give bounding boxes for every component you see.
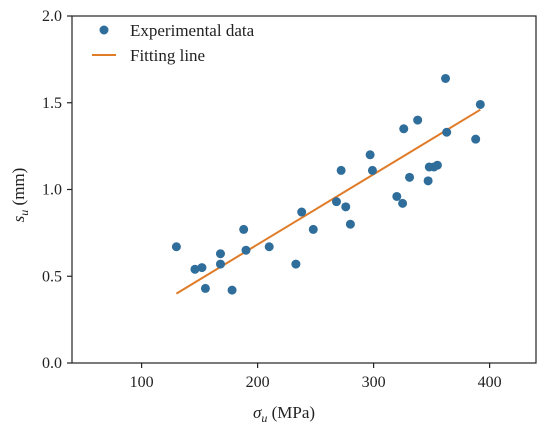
data-point xyxy=(197,263,207,273)
data-point xyxy=(367,165,377,175)
x-tick-label: 200 xyxy=(246,374,270,391)
data-point xyxy=(365,150,375,160)
y-tick-label: 0.5 xyxy=(42,268,62,285)
data-point xyxy=(241,245,251,255)
legend-label-fitting: Fitting line xyxy=(130,46,205,65)
y-tick-label: 1.5 xyxy=(42,95,62,112)
data-point xyxy=(432,160,442,170)
data-point xyxy=(200,283,210,293)
x-axis-subscript: u xyxy=(261,411,267,425)
data-point xyxy=(341,202,351,212)
legend: Experimental data Fitting line xyxy=(92,21,255,65)
data-point xyxy=(398,198,408,208)
data-point xyxy=(264,242,274,252)
x-axis-title: σu (MPa) xyxy=(253,403,315,425)
data-point xyxy=(190,264,200,274)
y-axis-ticks: 0.0 0.5 1.0 1.5 2.0 xyxy=(42,8,72,372)
data-point xyxy=(297,207,307,217)
data-point xyxy=(227,285,237,295)
data-point xyxy=(399,124,409,134)
data-point xyxy=(423,176,433,186)
data-point xyxy=(308,224,318,234)
legend-marker-experimental xyxy=(99,25,109,35)
x-axis-ticks: 100 200 300 400 xyxy=(130,363,502,391)
x-axis-symbol: σ xyxy=(253,403,262,422)
x-tick-label: 400 xyxy=(478,374,502,391)
y-axis-symbol: s xyxy=(9,215,28,222)
data-point xyxy=(239,224,249,234)
data-point xyxy=(471,134,481,144)
data-point xyxy=(442,127,452,137)
data-points-layer xyxy=(171,73,485,295)
data-point xyxy=(405,172,415,182)
y-tick-label: 2.0 xyxy=(42,8,62,25)
data-point xyxy=(215,249,225,259)
data-point xyxy=(215,259,225,269)
fitting-line xyxy=(175,108,481,295)
y-axis-title: su (mm) xyxy=(9,168,31,223)
data-point xyxy=(171,242,181,252)
y-axis-subscript: u xyxy=(17,210,31,216)
y-tick-label: 1.0 xyxy=(42,182,62,199)
y-axis-unit: (mm) xyxy=(9,168,28,210)
y-tick-label: 0.0 xyxy=(42,355,62,372)
x-axis-unit: (MPa) xyxy=(267,403,315,422)
data-point xyxy=(331,197,341,207)
data-point xyxy=(336,165,346,175)
x-tick-label: 100 xyxy=(130,374,154,391)
data-point xyxy=(345,219,355,229)
data-point xyxy=(291,259,301,269)
data-point xyxy=(475,99,485,109)
data-point xyxy=(413,115,423,125)
data-point xyxy=(441,73,451,83)
data-point xyxy=(392,191,402,201)
x-tick-label: 300 xyxy=(362,374,386,391)
fitting-line-layer xyxy=(175,108,481,295)
legend-label-experimental: Experimental data xyxy=(130,21,255,40)
